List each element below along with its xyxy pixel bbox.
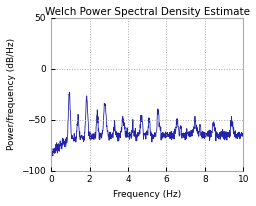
Title: Welch Power Spectral Density Estimate: Welch Power Spectral Density Estimate — [45, 7, 250, 17]
X-axis label: Frequency (Hz): Frequency (Hz) — [113, 190, 181, 199]
Y-axis label: Power/frequency (dB/Hz): Power/frequency (dB/Hz) — [7, 38, 16, 150]
